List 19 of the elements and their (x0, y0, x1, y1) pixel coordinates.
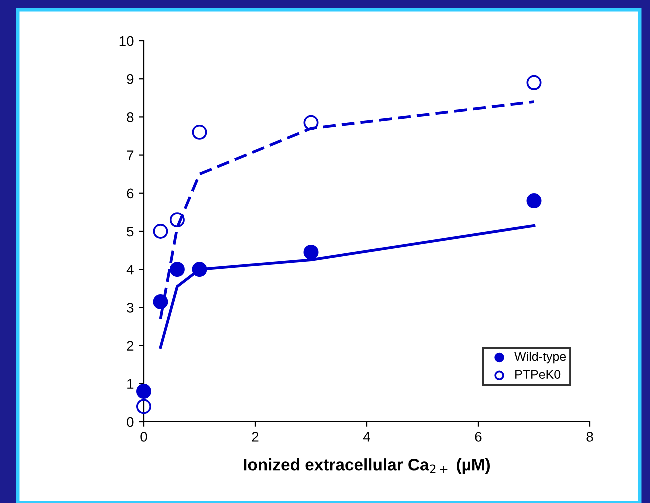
y-tick-label: 7 (127, 150, 134, 160)
y-tick-label: 0 (127, 417, 134, 428)
y-tick-label: 2 (127, 341, 134, 351)
y-tick-label: 8 (127, 112, 134, 122)
x-tick-label: 4 (363, 432, 370, 442)
y-tick-label: 10 (120, 36, 134, 46)
legend-label: Wild-type (514, 352, 566, 364)
x-axis-title: Ionized extracellular Ca$_{2+}$ (µM) (244, 458, 490, 474)
legend-label: PTPeK0 (516, 370, 561, 380)
y-tick-label: 9 (127, 74, 134, 84)
y-tick-label: 1 (128, 379, 134, 389)
y-tick-label: 6 (127, 188, 134, 199)
x-tick-label: 0 (140, 432, 148, 442)
x-tick-label: 2 (252, 432, 259, 442)
y-tick-label: 5 (127, 226, 134, 237)
x-tick-label: 8 (586, 432, 594, 442)
x-tick-label: 6 (475, 432, 482, 442)
y-tick-label: 3 (127, 303, 134, 313)
y-tick-label: 4 (126, 265, 134, 275)
